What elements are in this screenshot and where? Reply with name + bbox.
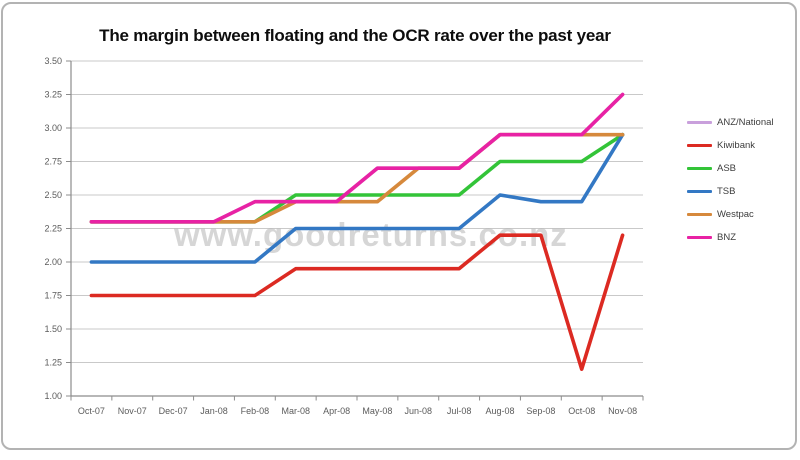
legend-label-tsb: TSB	[717, 185, 736, 197]
y-axis-label: 1.00	[44, 391, 62, 401]
y-axis-label: 1.25	[44, 358, 62, 368]
y-axis-label: 3.00	[44, 123, 62, 133]
chart-legend: ANZ/National Kiwibank ASB TSB Westpac BNZ	[687, 116, 774, 243]
series-line-tsb	[89, 132, 625, 264]
legend-label-bnz: BNZ	[717, 231, 736, 243]
legend-swatch-tsb	[687, 189, 712, 193]
x-axis-label: Oct-07	[78, 406, 105, 416]
chart-card: The margin between floating and the OCR …	[1, 2, 797, 450]
legend-item-bnz: BNZ	[687, 231, 774, 243]
x-axis-label: Mar-08	[281, 406, 310, 416]
x-axis-label: Sep-08	[526, 406, 555, 416]
x-axis-label: Dec-07	[159, 406, 188, 416]
x-axis-label: Jan-08	[200, 406, 228, 416]
y-axis-label: 1.50	[44, 324, 62, 334]
legend-label-westpac: Westpac	[717, 208, 754, 220]
x-axis-label: May-08	[362, 406, 392, 416]
x-axis-label: Jul-08	[447, 406, 472, 416]
y-axis-label: 2.50	[44, 190, 62, 200]
legend-swatch-anz-national	[687, 120, 712, 124]
x-axis-label: Oct-08	[568, 406, 595, 416]
y-axis-label: 3.50	[44, 56, 62, 66]
x-axis-label: Nov-07	[118, 406, 147, 416]
x-axis-label: Apr-08	[323, 406, 350, 416]
x-axis-label: Jun-08	[405, 406, 433, 416]
y-axis-label: 2.25	[44, 224, 62, 234]
x-axis-label: Feb-08	[241, 406, 270, 416]
x-axis-label: Nov-08	[608, 406, 637, 416]
y-axis-label: 1.75	[44, 291, 62, 301]
series-line-westpac	[89, 132, 625, 224]
series-line-bnz	[89, 92, 625, 224]
legend-item-anz-national: ANZ/National	[687, 116, 774, 128]
x-axis-label: Aug-08	[485, 406, 514, 416]
legend-swatch-kiwibank	[687, 143, 712, 147]
chart-title: The margin between floating and the OCR …	[99, 26, 611, 45]
legend-swatch-bnz	[687, 235, 712, 239]
legend-label-asb: ASB	[717, 162, 737, 174]
legend-item-tsb: TSB	[687, 185, 774, 197]
series-line-kiwibank	[89, 233, 625, 372]
legend-item-westpac: Westpac	[687, 208, 774, 220]
legend-label-kiwibank: Kiwibank	[717, 139, 756, 151]
legend-item-asb: ASB	[687, 162, 774, 174]
legend-swatch-westpac	[687, 212, 712, 216]
legend-label-anz-national: ANZ/National	[717, 116, 774, 128]
y-axis-label: 3.25	[44, 90, 62, 100]
legend-swatch-asb	[687, 166, 712, 170]
y-axis-label: 2.75	[44, 157, 62, 167]
y-axis-label: 2.00	[44, 257, 62, 267]
line-chart-plot-area: 3.50 3.25 3.00 2.75 2.50 2.25 2.00 1.75 1.50 1.25…	[44, 56, 644, 416]
series-line-asb	[89, 132, 625, 224]
legend-item-kiwibank: Kiwibank	[687, 139, 774, 151]
